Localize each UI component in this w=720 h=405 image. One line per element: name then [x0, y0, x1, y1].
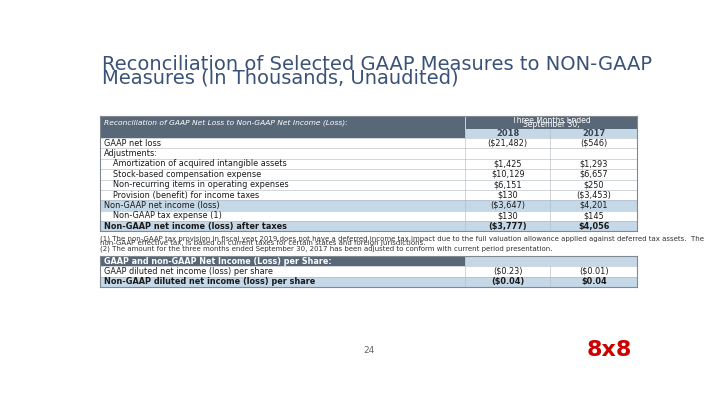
- Text: $145: $145: [583, 211, 604, 220]
- Text: Non-GAAP tax expense (1): Non-GAAP tax expense (1): [113, 211, 222, 220]
- Text: $130: $130: [498, 211, 518, 220]
- Bar: [100, 256, 465, 266]
- Text: Measures (In Thousands, Unaudited): Measures (In Thousands, Unaudited): [102, 68, 458, 87]
- Bar: [100, 277, 637, 287]
- Bar: [100, 138, 637, 148]
- Text: ($546): ($546): [580, 139, 608, 147]
- Text: September 30,: September 30,: [523, 120, 580, 129]
- Text: $6,151: $6,151: [493, 180, 522, 189]
- Text: $4,201: $4,201: [580, 201, 608, 210]
- Bar: [100, 200, 637, 211]
- Text: $1,293: $1,293: [580, 160, 608, 168]
- Bar: [100, 148, 637, 159]
- Text: Reconciliation of GAAP Net Loss to Non-GAAP Net Income (Loss):: Reconciliation of GAAP Net Loss to Non-G…: [104, 119, 348, 126]
- Text: ($21,482): ($21,482): [487, 139, 528, 147]
- Text: (2) The amount for the three months ended September 30, 2017 has been adjusted t: (2) The amount for the three months ende…: [100, 245, 552, 252]
- Text: 24: 24: [364, 346, 374, 355]
- Bar: [100, 129, 465, 138]
- Text: ($3,777): ($3,777): [488, 222, 527, 231]
- Text: Three Months Ended: Three Months Ended: [512, 116, 590, 125]
- Bar: [100, 116, 637, 129]
- Text: 8x8: 8x8: [587, 341, 632, 360]
- Text: GAAP diluted net income (loss) per share: GAAP diluted net income (loss) per share: [104, 267, 273, 276]
- Text: ($3,647): ($3,647): [490, 201, 525, 210]
- Text: ($0.01): ($0.01): [579, 267, 608, 276]
- Text: Non-GAAP net income (loss) after taxes: Non-GAAP net income (loss) after taxes: [104, 222, 287, 231]
- Text: Adjustments:: Adjustments:: [104, 149, 158, 158]
- Text: (1) The non-GAAP tax provision in fiscal year 2019 does not have a deferred inco: (1) The non-GAAP tax provision in fiscal…: [100, 235, 704, 242]
- Text: GAAP and non-GAAP Net Income (Loss) per Share:: GAAP and non-GAAP Net Income (Loss) per …: [104, 257, 332, 266]
- Text: Non-GAAP net income (loss): Non-GAAP net income (loss): [104, 201, 220, 210]
- Bar: [100, 159, 637, 169]
- Bar: [465, 256, 637, 266]
- Text: ($3,453): ($3,453): [576, 191, 611, 200]
- Text: $0.04: $0.04: [581, 277, 607, 286]
- Text: Reconciliation of Selected GAAP Measures to NON-GAAP: Reconciliation of Selected GAAP Measures…: [102, 55, 652, 74]
- Text: $4,056: $4,056: [578, 222, 609, 231]
- Text: Stock-based compensation expense: Stock-based compensation expense: [113, 170, 261, 179]
- Text: GAAP net loss: GAAP net loss: [104, 139, 161, 147]
- Text: $10,129: $10,129: [491, 170, 525, 179]
- Text: 2017: 2017: [582, 129, 606, 138]
- Text: $6,657: $6,657: [580, 170, 608, 179]
- Text: ($0.04): ($0.04): [491, 277, 524, 286]
- Text: non-GAAP effective tax, is based on current taxes for certain states and foreign: non-GAAP effective tax, is based on curr…: [100, 240, 426, 246]
- Text: $130: $130: [498, 191, 518, 200]
- Bar: [100, 169, 637, 179]
- Bar: [465, 129, 637, 138]
- Text: ($0.23): ($0.23): [493, 267, 523, 276]
- Bar: [100, 179, 637, 190]
- Text: Provision (benefit) for income taxes: Provision (benefit) for income taxes: [113, 191, 259, 200]
- Text: $1,425: $1,425: [493, 160, 522, 168]
- Text: 2018: 2018: [496, 129, 519, 138]
- Bar: [100, 266, 637, 277]
- Text: Amortization of acquired intangible assets: Amortization of acquired intangible asse…: [113, 160, 287, 168]
- Bar: [100, 211, 637, 221]
- Text: Non-recurring items in operating expenses: Non-recurring items in operating expense…: [113, 180, 289, 189]
- Text: $250: $250: [583, 180, 604, 189]
- Bar: [100, 221, 637, 232]
- Bar: [100, 190, 637, 200]
- Text: Non-GAAP diluted net income (loss) per share: Non-GAAP diluted net income (loss) per s…: [104, 277, 315, 286]
